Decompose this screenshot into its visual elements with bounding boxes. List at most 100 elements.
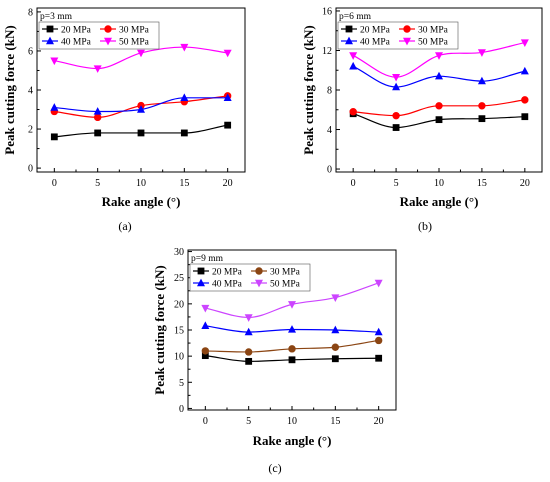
data-point: [201, 347, 210, 355]
chart-panel-a: 0 2 4 6 8 0 5 10 15 20 Rake angle (°) Peak cutting …: [2, 7, 246, 233]
data-point: [180, 43, 189, 52]
data-point: [137, 49, 145, 58]
legend-label: 30 MPa: [270, 268, 301, 278]
legend-label: 20 MPa: [61, 26, 92, 36]
data-point: [244, 314, 253, 322]
legend: p=9 mm 20 MPa 30 MPa 40 MPa 50 MPa: [189, 254, 311, 292]
annotation-label: p=9 mm: [191, 254, 224, 264]
data-point: [477, 76, 486, 85]
legend-marker: [197, 267, 205, 275]
data-point: [93, 107, 102, 115]
x-tick-label: 15: [477, 178, 487, 189]
data-point: [331, 294, 340, 302]
data-point: [224, 121, 232, 129]
series-40-mpa: [50, 93, 232, 115]
data-point: [94, 129, 102, 137]
y-tick-label: 5: [179, 378, 184, 389]
legend-marker: [104, 37, 112, 46]
x-axis-title: Rake angle (°): [400, 194, 479, 209]
legend-label: 40 MPa: [212, 280, 243, 290]
series-20-mpa: [50, 121, 232, 141]
data-point: [137, 129, 145, 137]
y-tick-label: 10: [174, 352, 184, 363]
legend-label: 50 MPa: [119, 38, 150, 48]
legend-label: 50 MPa: [270, 280, 301, 290]
x-tick-label: 10: [136, 178, 146, 189]
legend-marker: [197, 278, 205, 287]
y-tick-label: 16: [322, 6, 332, 17]
y-axis-title: Peak cutting force (kN): [2, 25, 17, 154]
x-tick-label: 5: [95, 178, 100, 189]
data-point: [435, 116, 443, 124]
y-axis-title: Peak cutting force (kN): [152, 265, 167, 394]
data-point: [137, 105, 145, 113]
data-point: [392, 82, 401, 91]
x-tick-label: 15: [330, 416, 340, 427]
panel-label: (c): [268, 461, 281, 475]
x-tick-label: 10: [434, 178, 444, 189]
y-tick-label: 0: [179, 404, 184, 415]
legend-marker: [345, 25, 353, 33]
data-point: [374, 336, 383, 345]
legend-label: 40 MPa: [61, 38, 92, 48]
chart-panel-c: 0 5 10 15 20 25 30 0 5 10 15 20 Rake angle (°) Peak c…: [152, 247, 397, 475]
legend-label: 30 MPa: [418, 26, 449, 36]
series-50-mpa: [349, 39, 529, 82]
data-point: [349, 61, 358, 70]
x-tick-label: 5: [394, 178, 399, 189]
data-point: [180, 93, 189, 102]
data-point: [349, 52, 358, 60]
x-tick-label: 20: [223, 178, 233, 189]
legend: p=6 mm 20 MPa 30 MPa 40 MPa 50 MPa: [337, 12, 459, 50]
data-point: [93, 65, 102, 73]
data-point: [374, 279, 383, 288]
annotation-label: p=3 mm: [40, 12, 73, 22]
series-50-mpa: [50, 43, 232, 73]
series-40-mpa: [201, 321, 383, 336]
x-axis-title: Rake angle (°): [253, 433, 332, 448]
legend-marker: [255, 279, 263, 288]
y-axis-title: Peak cutting force (kN): [301, 25, 316, 154]
legend-box: [337, 21, 459, 50]
data-point: [392, 73, 401, 82]
data-point: [50, 57, 59, 66]
series-20-mpa: [201, 352, 383, 365]
y-tick-label: 12: [322, 46, 332, 57]
data-point: [331, 343, 340, 351]
y-tick-label: 8: [327, 86, 332, 97]
legend-label: 40 MPa: [360, 38, 391, 48]
y-tick-label: 30: [174, 247, 184, 258]
data-point: [223, 93, 232, 102]
y-tick-label: 15: [174, 326, 184, 337]
data-point: [435, 71, 443, 80]
annotation-label: p=6 mm: [339, 12, 372, 22]
y-tick-label: 2: [28, 125, 33, 136]
legend: p=3 mm 20 MPa 30 MPa 40 MPa 50 MPa: [38, 12, 160, 50]
data-point: [245, 357, 253, 365]
series-30-mpa: [349, 96, 529, 120]
legend-marker: [104, 25, 112, 33]
legend-label: 20 MPa: [360, 26, 391, 36]
data-point: [520, 39, 529, 47]
data-point: [201, 352, 209, 360]
y-tick-label: 4: [28, 86, 33, 97]
legend-box: [38, 21, 160, 50]
legend-marker: [403, 25, 411, 33]
x-tick-label: 20: [520, 178, 530, 189]
legend-marker: [255, 267, 263, 275]
legend-label: 50 MPa: [418, 38, 449, 48]
data-point: [374, 327, 383, 336]
data-point: [244, 327, 253, 336]
data-point: [392, 111, 400, 120]
series-30-mpa: [201, 336, 383, 356]
x-tick-label: 15: [179, 178, 189, 189]
data-point: [331, 325, 340, 334]
data-point: [201, 321, 210, 330]
y-tick-label: 6: [28, 46, 33, 57]
data-point: [478, 102, 486, 110]
data-point: [478, 115, 486, 123]
x-tick-label: 20: [374, 416, 384, 427]
data-point: [50, 103, 59, 111]
data-point: [435, 102, 443, 110]
